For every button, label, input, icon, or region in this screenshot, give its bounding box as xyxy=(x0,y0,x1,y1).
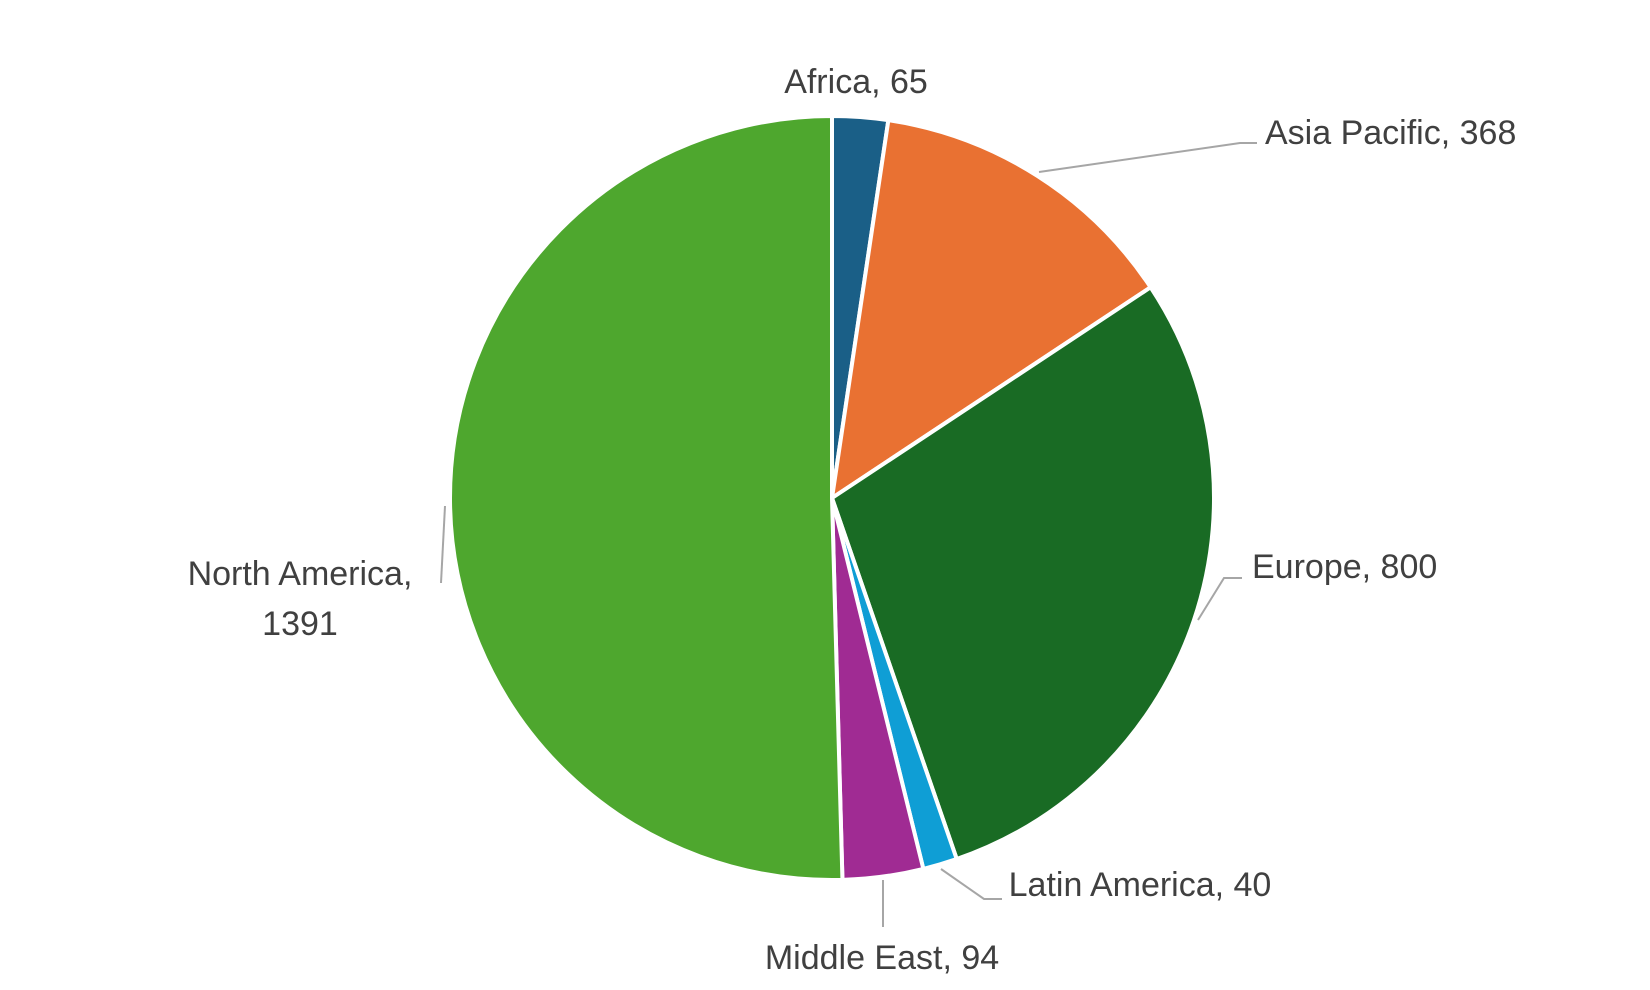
data-label: Europe, 800 xyxy=(1252,548,1438,586)
leader-line xyxy=(1197,577,1242,621)
data-label: North America, 1391 xyxy=(187,555,413,643)
pie-slice xyxy=(448,114,845,882)
pie-slice xyxy=(830,285,1216,862)
leader-line xyxy=(940,868,1002,900)
data-label: Africa, 65 xyxy=(784,63,928,101)
leader-line xyxy=(440,505,446,584)
pie-slice xyxy=(830,118,1153,500)
leader-line xyxy=(1038,142,1257,173)
data-label: Asia Pacific, 368 xyxy=(1265,114,1517,152)
data-label: Middle East, 94 xyxy=(764,939,1000,977)
data-label: Latin America, 40 xyxy=(1008,866,1272,904)
